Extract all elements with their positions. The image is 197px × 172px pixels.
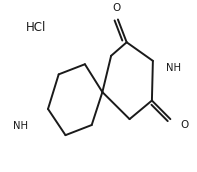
Text: NH: NH	[165, 63, 180, 73]
Text: O: O	[181, 120, 189, 130]
Text: NH: NH	[13, 121, 28, 131]
Text: HCl: HCl	[26, 22, 46, 34]
Text: O: O	[113, 3, 121, 13]
